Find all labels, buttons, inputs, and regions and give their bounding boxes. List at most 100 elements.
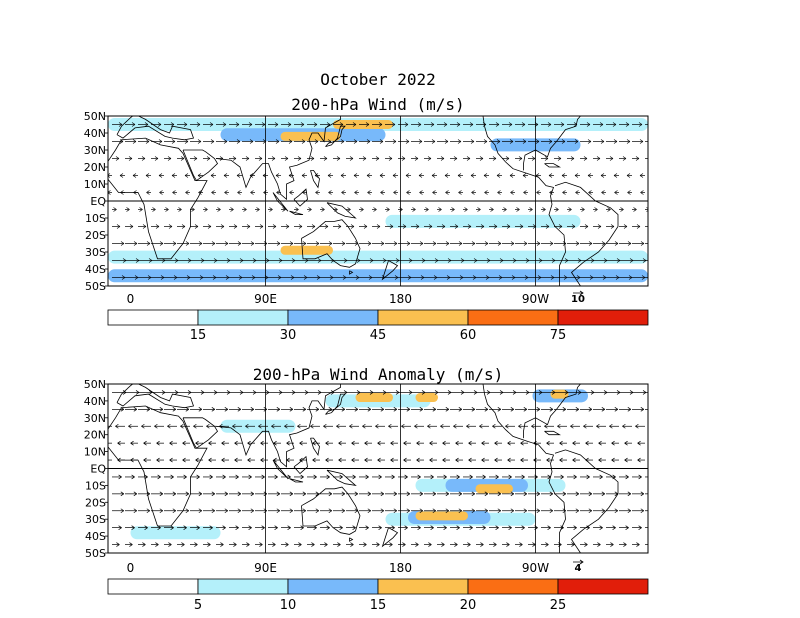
wind-vector-head	[614, 190, 618, 195]
wind-vector-head	[250, 407, 254, 412]
wind-vector-head	[328, 491, 332, 497]
wind-vector-head	[656, 259, 659, 263]
wind-vector-head	[206, 423, 210, 429]
wind-vector-head	[327, 139, 332, 144]
wind-vector-head	[313, 525, 317, 530]
wind-vector-head	[649, 157, 652, 161]
wind-vector-head	[373, 207, 377, 212]
wind-vector-head	[574, 139, 579, 144]
wind-vector-head	[224, 491, 228, 497]
wind-vector-head	[471, 190, 475, 195]
wind-vector-head	[315, 241, 320, 246]
wind-vector-head	[117, 440, 121, 446]
coastline	[116, 384, 195, 409]
wind-vector-head	[186, 275, 191, 280]
wind-vector-head	[172, 407, 176, 412]
y-tick-label: 50N	[84, 378, 106, 391]
wind-vector-head	[425, 207, 429, 212]
wind-vector-head	[497, 491, 501, 497]
wind-vector-head	[260, 457, 264, 463]
wind-vector-head	[575, 241, 580, 246]
wind-vector-head	[263, 190, 267, 195]
wind-vector-head	[510, 241, 515, 246]
wind-vector-head	[183, 474, 187, 480]
wind-vector-head	[456, 525, 460, 530]
y-tick-label: 40S	[85, 530, 106, 543]
wind-vector-head	[402, 542, 406, 547]
wind-vector-head	[353, 139, 358, 144]
wind-vector-head	[418, 139, 423, 144]
coastline	[349, 537, 354, 542]
wind-vector-head	[419, 491, 423, 497]
wind-vector-head	[432, 491, 436, 497]
wind-vector-head	[613, 139, 618, 144]
wind-vector-head	[585, 457, 589, 463]
coastline	[123, 116, 124, 117]
wind-vector-head	[467, 542, 471, 547]
wind-vector-head	[235, 474, 239, 480]
wind-vector-head	[544, 156, 549, 161]
wind-vector-head	[159, 508, 163, 514]
wind-vector-head	[391, 474, 395, 480]
wind-vector-head	[288, 173, 293, 178]
wind-vector-head	[326, 122, 331, 127]
wind-vector-head	[145, 173, 150, 178]
wind-vector-head	[351, 440, 355, 446]
wind-vector-head	[341, 241, 346, 246]
y-tick-label: 50S	[85, 547, 106, 560]
wind-vector-head	[295, 207, 299, 212]
panel-2-wind-anomaly: 50N 40N 30N 20N 10N EQ 10S 20S 30S 40S 50S 0 90E 180 9…	[84, 378, 649, 613]
wind-vector-head	[208, 440, 212, 446]
wind-vector-head	[178, 207, 182, 212]
wind-vectors	[108, 122, 659, 280]
wind-vector-head	[198, 508, 202, 514]
wind-vector-head	[495, 122, 500, 127]
wind-vector-head	[612, 525, 616, 530]
wind-vector-head	[654, 242, 657, 246]
wind-vector-head	[596, 423, 600, 429]
wind-vector-head	[546, 440, 550, 446]
shaded-band	[385, 214, 581, 228]
wind-vector-head	[141, 156, 146, 161]
wind-vector-head	[428, 542, 432, 547]
wind-vector-head	[638, 525, 642, 530]
wind-vector-head	[549, 407, 553, 412]
wind-vector-head	[550, 275, 555, 280]
colorbar-label: 30	[280, 328, 297, 343]
wind-vector-head	[197, 173, 202, 178]
wind-vector-head	[325, 440, 329, 446]
wind-vector-head	[259, 224, 264, 229]
wind-vector-head	[286, 440, 290, 446]
wind-vector-head	[118, 122, 123, 127]
wind-vector-head	[479, 423, 483, 429]
wind-vector-head	[627, 491, 631, 497]
wind-vector-head	[221, 457, 225, 463]
coastline	[272, 192, 289, 212]
wind-vector-head	[433, 275, 438, 280]
wind-vector-head	[245, 156, 250, 161]
wind-vector-head	[571, 542, 575, 547]
wind-vector-head	[224, 407, 228, 412]
wind-vector-head	[627, 241, 632, 246]
wind-vector-head	[354, 508, 358, 514]
wind-vector-head	[637, 440, 641, 446]
wind-vector-head	[310, 156, 315, 161]
wind-vector-head	[363, 224, 368, 229]
wind-vector-head	[144, 525, 148, 530]
wind-vector-head	[482, 525, 486, 530]
wind-vector-head	[224, 190, 228, 195]
wind-vector-head	[523, 407, 527, 412]
wind-vector-head	[623, 542, 627, 547]
wind-vector-head	[412, 207, 416, 212]
colorbar: 15 30 45 60 75	[107, 309, 649, 343]
wind-vector-head	[497, 241, 502, 246]
wind-vector-head	[419, 190, 423, 195]
wind-vector-head	[511, 275, 516, 280]
wind-vector-head	[146, 241, 151, 246]
wind-vector-head	[521, 525, 525, 530]
wind-vector-head	[313, 122, 318, 127]
coastline	[544, 163, 562, 168]
x-axis-ticks: 0 90E 180 90W	[127, 292, 550, 306]
wind-vector-head	[326, 474, 330, 480]
wind-vector-head	[587, 139, 592, 144]
